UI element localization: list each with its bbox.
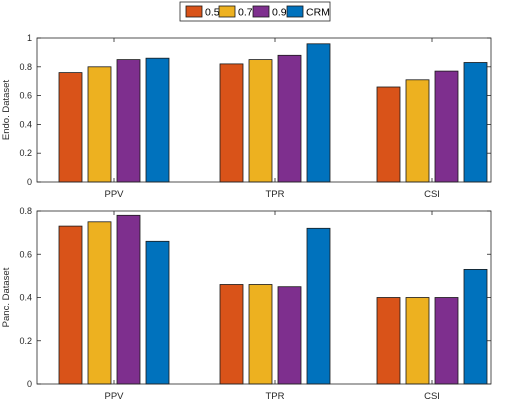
bar-tpr-0.5	[219, 284, 244, 385]
bar-csi-crm	[463, 62, 488, 183]
y-tick-label: 1	[27, 33, 32, 43]
legend-label-0.5: 0.5	[205, 7, 220, 19]
category-label-csi: CSI	[424, 189, 440, 200]
legend-swatch-0.5	[185, 5, 203, 18]
bar-ppv-crm	[145, 57, 170, 183]
axes-box	[36, 37, 492, 183]
y-tick-label: 0.8	[19, 62, 32, 72]
bar-tpr-0.9	[277, 286, 302, 385]
bar-csi-0.5	[376, 297, 401, 385]
bar-csi-crm	[463, 268, 488, 385]
bar-csi-0.7	[405, 79, 430, 183]
bar-ppv-0.9	[116, 214, 141, 385]
legend: 0.5 0.7 0.9 CRM	[179, 1, 331, 22]
bar-csi-0.7	[405, 297, 430, 385]
legend-swatch-0.7	[218, 5, 236, 18]
bar-tpr-0.9	[277, 54, 302, 183]
y-tick-label: 0	[27, 177, 32, 187]
category-label-tpr: TPR	[266, 189, 285, 200]
bar-ppv-0.5	[58, 225, 83, 385]
category-label-csi: CSI	[424, 391, 440, 400]
bar-csi-0.9	[434, 297, 459, 385]
legend-swatch-0.9	[252, 5, 270, 18]
bar-tpr-0.5	[219, 63, 244, 183]
bar-ppv-0.7	[87, 221, 112, 385]
category-label-tpr: TPR	[266, 391, 285, 400]
bar-tpr-0.7	[248, 284, 273, 385]
legend-label-0.9: 0.9	[272, 7, 287, 19]
panel-panc: 0 0.2 0.4 0.6 0.8 PPV TPR CSI Panc. Dataset	[1, 206, 492, 400]
category-label-ppv: PPV	[104, 189, 124, 200]
y-tick-label: 0.2	[19, 148, 32, 158]
y-tick-label: 0	[27, 379, 32, 389]
y-tick-label: 0.8	[19, 206, 32, 216]
bar-tpr-crm	[306, 227, 331, 385]
category-label-ppv: PPV	[104, 391, 124, 400]
y-tick-label: 0.2	[19, 336, 32, 346]
y-axis-label: Panc. Dataset	[1, 267, 12, 327]
bar-ppv-crm	[145, 240, 170, 385]
bar-tpr-crm	[306, 43, 331, 183]
y-axis-label: Endo. Dataset	[1, 80, 12, 141]
bar-csi-0.9	[434, 70, 459, 183]
y-tick-label: 0.4	[19, 119, 32, 129]
y-tick-label: 0.6	[19, 91, 32, 101]
y-tick-label: 0.4	[19, 293, 32, 303]
bar-ppv-0.7	[87, 66, 112, 183]
legend-label-crm: CRM	[306, 7, 330, 19]
bar-tpr-0.7	[248, 59, 273, 183]
y-tick-label: 0.6	[19, 249, 32, 259]
bar-ppv-0.9	[116, 59, 141, 183]
legend-swatch-crm	[286, 5, 304, 18]
legend-label-0.7: 0.7	[238, 7, 253, 19]
panel-endo: 0 0.2 0.4 0.6 0.8 1 PPV TPR CSI Endo. Dataset	[1, 33, 492, 200]
bar-csi-0.5	[376, 86, 401, 183]
bar-ppv-0.5	[58, 72, 83, 183]
